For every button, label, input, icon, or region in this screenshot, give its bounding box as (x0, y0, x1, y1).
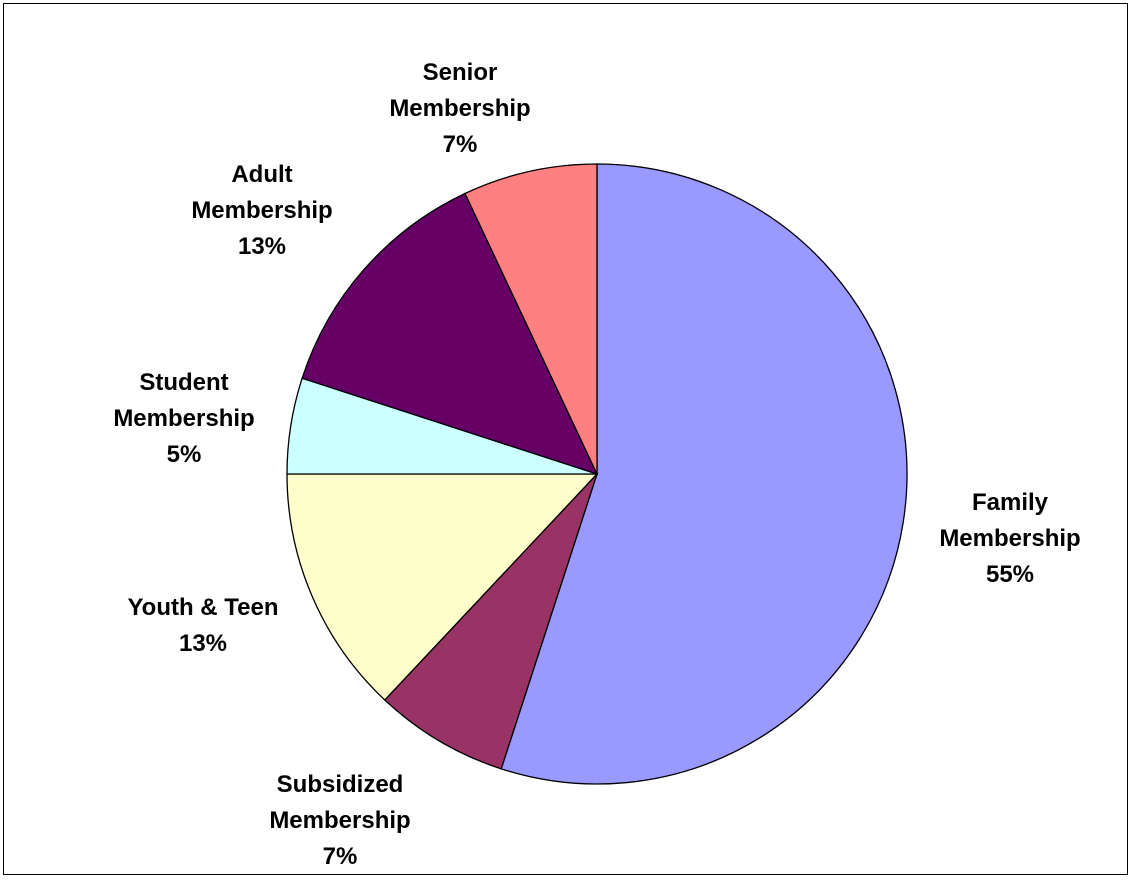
slice-label-youth-teen: Youth & Teen 13% (127, 594, 278, 657)
pie-labels: Family Membership 55% Subsidized Membership 7… (113, 59, 1080, 870)
slice-percent-label: 55% (986, 561, 1034, 588)
slice-percent-label: 13% (179, 630, 227, 657)
pie-slice-adult-membership (301, 192, 599, 476)
slice-name-label: Family (972, 489, 1049, 516)
slice-name-label: Student (139, 369, 228, 396)
slice-name-label: Membership (269, 807, 410, 834)
pie-slices (286, 163, 908, 785)
slice-name-label: Membership (191, 197, 332, 224)
slice-label-subsidized-membership: Subsidized Membership 7% (269, 771, 410, 870)
slice-percent-label: 7% (443, 131, 478, 158)
chart-area: Family Membership 55% Subsidized Membership 7… (3, 3, 1128, 875)
slice-percent-label: 13% (238, 233, 286, 260)
pie-chart: Family Membership 55% Subsidized Membership 7… (113, 59, 1080, 870)
slice-percent-label: 7% (323, 843, 358, 870)
slice-name-label: Membership (939, 525, 1080, 552)
slice-percent-label: 5% (167, 441, 202, 468)
slice-label-senior-membership: Senior Membership 7% (389, 59, 530, 158)
pie-slice-senior-membership (464, 163, 598, 475)
pie-slice-family-membership (500, 163, 908, 785)
slice-name-label: Youth & Teen (127, 594, 278, 621)
slice-label-adult-membership: Adult Membership 13% (191, 161, 332, 260)
slice-name-label: Adult (231, 161, 292, 188)
slice-name-label: Membership (389, 95, 530, 122)
pie-slice-youth-teen (286, 473, 599, 701)
slice-label-student-membership: Student Membership 5% (113, 369, 254, 468)
pie-slice-subsidized-membership (383, 473, 598, 770)
slice-name-label: Membership (113, 405, 254, 432)
slice-name-label: Subsidized (277, 771, 404, 798)
slice-label-family-membership: Family Membership 55% (939, 489, 1080, 588)
slice-name-label: Senior (423, 59, 498, 86)
